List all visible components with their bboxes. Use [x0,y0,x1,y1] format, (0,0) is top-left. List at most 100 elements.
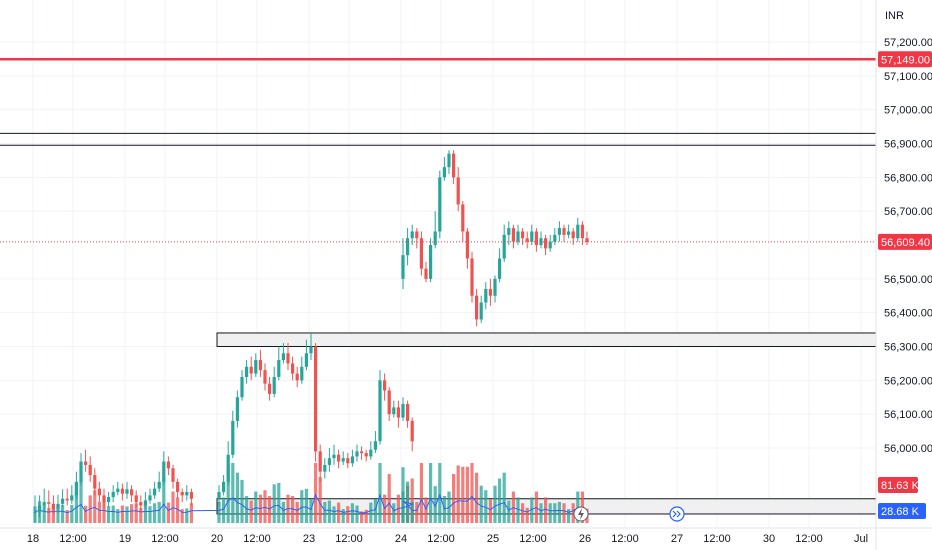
candle-body [392,407,396,415]
candles [33,150,589,523]
volume-bar [539,503,543,523]
candle-body [387,390,391,415]
volume-bar [456,465,460,523]
candle-body [139,502,143,506]
candle-body [268,383,272,394]
candle-body [585,238,589,242]
volume-bar [107,506,111,523]
price-zones [216,332,877,515]
y-tick-label: 56,000.00 [884,443,932,455]
volume-ma-value-label: 28.68 K [881,506,920,518]
candle-body [189,491,193,499]
candle-body [277,360,281,377]
candle-body [548,241,552,249]
candle-body [314,346,318,452]
candle-body [332,454,336,459]
volume-bar [507,500,511,523]
volume-bar [180,509,184,523]
price-axis[interactable] [876,0,932,550]
candle-body [530,231,534,242]
volume-bar [571,503,575,523]
candle-body [304,353,308,367]
volume-bar [465,466,469,523]
candle-body [580,224,584,239]
candle-body [401,404,405,418]
candle-body [571,231,575,239]
x-tick-label: 12:00 [703,533,731,545]
y-tick-label: 57,000.00 [884,105,932,117]
volume-bar [479,485,483,523]
volume-bar [281,501,285,523]
candle-body [511,228,515,242]
volume-bar [162,478,166,523]
candle-body [171,468,175,482]
candle-body [378,380,382,442]
candle-body [350,456,354,464]
volume-bar [544,497,548,523]
y-tick-label: 57,200.00 [884,37,932,49]
volume-tag: 81.63 K [878,477,920,493]
candle-body [111,491,115,498]
candle-body [567,231,571,235]
volume-bar [470,463,474,523]
volume-bar [217,501,221,523]
candle-body [166,461,170,469]
last-price-tag: 56,609.40 [878,233,932,250]
volume-bar [401,467,405,523]
volume-bar [475,472,479,523]
candle-body [544,238,548,249]
volume-bar [84,505,88,523]
volume-bar [157,501,161,523]
candle-body [134,495,138,503]
candle-body [281,353,285,361]
candle-body [153,488,157,496]
volume-bar [65,510,69,523]
volume-bar [235,472,239,523]
lightning-icon[interactable] [573,506,589,522]
volume-bar [516,497,520,523]
grid [0,0,876,528]
candle-body [180,491,184,496]
volume-bar [392,503,396,523]
volume-bar [323,501,327,523]
candle-body [465,231,469,259]
y-tick-label: 56,300.00 [884,342,932,354]
volume-bar [272,484,276,523]
candle-body [470,258,474,296]
candle-body [176,481,180,492]
candle-body [93,475,97,489]
candle-body [534,231,538,245]
candle-body [102,495,106,503]
candle-body [502,234,506,259]
volume-bar [346,506,350,523]
candle-body [125,489,129,494]
candle-body [341,458,345,462]
volume-bar [61,505,65,523]
candle-body [488,288,492,296]
volume-bar [461,466,465,523]
volume-ma-tag: 28.68 K [878,503,926,519]
horizontal-levels [0,58,876,146]
candle-body [33,511,37,513]
candle-body [433,231,437,245]
candle-body [120,488,124,494]
candle-body [323,464,327,472]
candle-body [254,360,258,374]
volume-bar [410,501,414,523]
volume-bar [318,477,322,523]
x-axis-labels[interactable]: 18 12:00 19 12:00 20 12:00 23 12:00 24 12:00 25 12:… [0,527,932,545]
volume-bar [116,509,120,523]
candle-body [447,153,451,168]
candle-body [498,258,502,279]
y-tick-label: 56,500.00 [884,274,932,286]
volume-bar [438,463,442,523]
x-tick-label: 12:00 [427,533,455,545]
volume-bar [120,505,124,523]
candle-body [373,441,377,450]
volume-bar [442,496,446,523]
forward-icon[interactable] [669,506,685,522]
volume-bar [530,497,534,523]
candle-body [360,451,364,454]
candle-body [507,228,511,235]
